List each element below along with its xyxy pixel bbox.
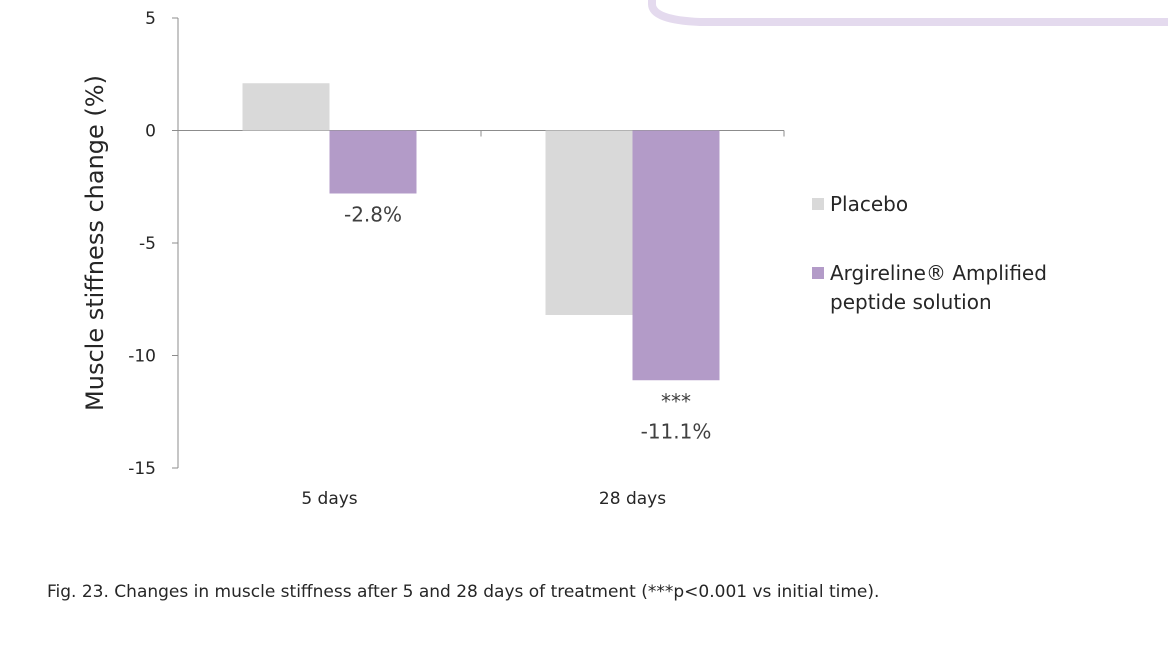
y-axis-title: Muscle stiffness change (%) [81,75,109,411]
y-tick-label: -10 [128,347,156,367]
x-tick-label: 28 days [599,489,666,509]
legend-label: Argireline® Amplified [830,261,1047,285]
bar [545,130,633,315]
data-label: -2.8% [344,203,402,227]
bar [329,130,417,194]
bar [632,130,720,381]
legend-swatch [812,267,824,279]
legend: Placebo Argireline® Amplified peptide solu… [812,192,1047,314]
bar [242,83,330,131]
bar-chart: Muscle stiffness change (%) 5 0 -5 -10 -15 5 … [81,0,1168,509]
y-tick-label: -15 [128,459,156,479]
legend-label: peptide solution [830,290,992,314]
data-label: -11.1% [641,419,712,443]
decorative-frame-arc [648,0,1168,26]
y-tick-label: 0 [145,122,156,142]
legend-swatch [812,198,824,210]
y-tick-label: 5 [145,9,156,29]
figure-caption: Fig. 23. Changes in muscle stiffness aft… [47,582,880,602]
legend-label: Placebo [830,192,908,216]
data-labels: -2.8% *** -11.1% [344,203,711,444]
data-label: *** [661,389,691,413]
y-tick-label: -5 [139,234,156,254]
x-tick-label: 5 days [301,489,357,509]
bars [242,83,720,381]
